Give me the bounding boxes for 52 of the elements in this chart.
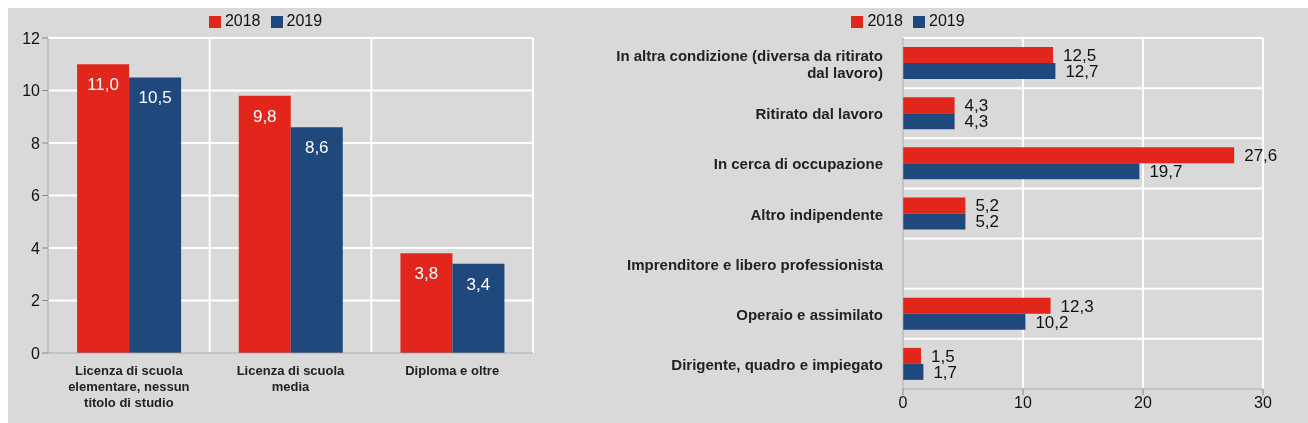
y-tick-label: 0 [31,344,41,362]
bar [903,213,966,230]
data-label: 3,4 [466,274,491,294]
x-tick-label: Licenza di scuola elementare, nessun titolo di studio [68,363,190,410]
data-label: 9,8 [252,106,277,126]
bar [77,64,130,353]
data-label: 8,6 [304,138,329,158]
bar [903,63,1056,80]
bar [903,147,1235,164]
y-tick-label: 2 [31,292,41,310]
data-label: 10,5 [138,88,172,108]
bar [129,77,182,353]
y-tick-label: Dirigente, quadro e impiegato [671,355,883,373]
y-tick-label: 6 [31,187,41,205]
bar [452,263,505,353]
legend-label: 2018 [867,12,903,29]
bar [903,47,1053,64]
y-tick-label: 10 [22,82,41,100]
data-label: 3,8 [414,264,439,284]
y-tick-label: Ritirato dal lavoro [755,104,883,122]
x-tick-label: 30 [1254,394,1272,412]
x-tick-label: 10 [1014,394,1032,412]
legend-label: 2019 [286,12,323,29]
y-tick-label: In cerca di occupazione [713,154,883,172]
x-tick-label: 20 [1134,394,1152,412]
data-label: 11,0 [87,75,120,95]
data-label: 19,7 [1149,162,1183,182]
y-tick-label: 4 [31,239,41,257]
x-tick-label: Licenza di scuola media [236,363,346,394]
x-tick-label: Diploma e oltre [405,363,500,378]
bar [903,363,924,380]
bar [903,297,1051,314]
legend-label: 2019 [929,12,965,29]
y-tick-label: Operaio e assimilato [736,305,883,323]
bar [903,97,955,114]
y-tick-label: In altra condizione (diversa da ritirato dal lavoro) [616,46,883,81]
bar [290,127,343,353]
bar [903,347,921,364]
x-tick-label: 0 [898,394,908,412]
y-tick-label: Altro indipendente [750,205,883,222]
bar [903,113,955,130]
bar [400,253,453,353]
bar [238,95,291,353]
bar [903,313,1026,330]
y-tick-label: 12 [22,29,41,47]
data-label: 27,6 [1244,146,1278,166]
y-tick-label: Imprenditore e libero professionista [627,255,884,273]
legend-label: 2018 [224,12,261,29]
data-label: 1,5 [931,346,955,366]
y-tick-label: 8 [31,134,41,152]
bar [903,163,1140,180]
bar [903,197,966,214]
